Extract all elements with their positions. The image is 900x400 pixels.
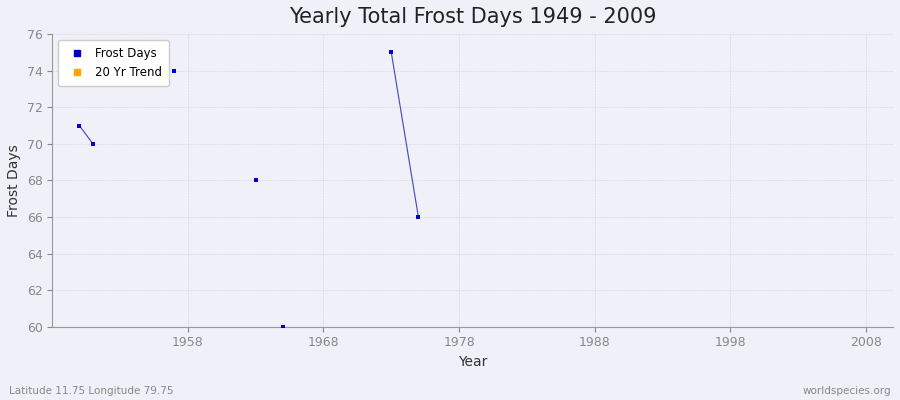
Text: Latitude 11.75 Longitude 79.75: Latitude 11.75 Longitude 79.75 — [9, 386, 174, 396]
Point — [384, 49, 399, 56]
Point — [72, 122, 86, 129]
Point — [167, 68, 182, 74]
X-axis label: Year: Year — [458, 355, 487, 369]
Point — [248, 177, 263, 184]
Y-axis label: Frost Days: Frost Days — [7, 144, 21, 217]
Legend: Frost Days, 20 Yr Trend: Frost Days, 20 Yr Trend — [58, 40, 169, 86]
Point — [86, 141, 100, 147]
Text: worldspecies.org: worldspecies.org — [803, 386, 891, 396]
Point — [411, 214, 426, 220]
Title: Yearly Total Frost Days 1949 - 2009: Yearly Total Frost Days 1949 - 2009 — [289, 7, 656, 27]
Point — [275, 324, 290, 330]
